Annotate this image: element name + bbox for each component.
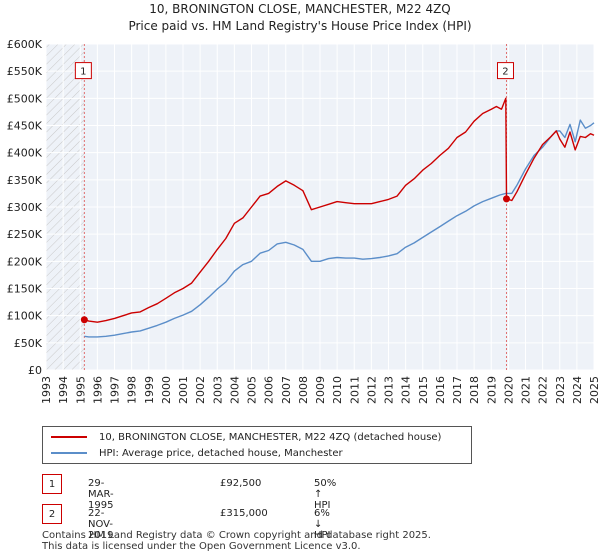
x-tick-label: 2007 (280, 376, 293, 404)
x-tick-label: 2009 (314, 376, 327, 404)
y-tick-label: £100K (7, 310, 43, 323)
y-tick-label: £150K (7, 283, 43, 296)
x-tick-label: 1999 (143, 376, 156, 404)
x-tick-label: 1997 (109, 376, 122, 404)
x-tick-label: 1995 (74, 376, 87, 404)
transaction-hpi-diff: 50% ↑ HPI (314, 478, 337, 511)
x-tick-label: 2000 (160, 376, 173, 404)
y-tick-label: £600K (7, 38, 43, 51)
x-tick-label: 2017 (451, 376, 464, 404)
x-tick-label: 2010 (331, 376, 344, 404)
transaction-date: 22-NOV-2019 (88, 508, 114, 541)
y-tick-label: £300K (7, 201, 43, 214)
transaction-hpi-diff: 6% ↓ HPI (314, 508, 331, 541)
y-tick-label: £350K (7, 174, 43, 187)
x-tick-label: 2023 (554, 376, 567, 404)
x-tick-label: 2024 (571, 376, 584, 404)
x-tick-label: 2016 (434, 376, 447, 404)
x-tick-label: 1998 (126, 376, 139, 404)
legend-label-hpi: HPI: Average price, detached house, Manc… (99, 447, 343, 459)
footer-license: This data is licensed under the Open Gov… (42, 541, 361, 552)
x-tick-label: 2008 (297, 376, 310, 404)
footer-copyright: Contains HM Land Registry data © Crown c… (42, 530, 431, 541)
transaction-badge: 1 (42, 474, 62, 494)
property-price-line (84, 97, 595, 323)
x-tick-label: 2012 (365, 376, 378, 404)
x-tick-label: 2003 (211, 376, 224, 404)
y-tick-label: £250K (7, 228, 43, 241)
sale-marker-box (496, 62, 514, 80)
x-tick-label: 2004 (228, 376, 241, 404)
x-tick-label: 2025 (588, 376, 600, 404)
x-tick-label: 2021 (520, 376, 533, 404)
legend-item-hpi: HPI: Average price, detached house, Manc… (51, 445, 343, 461)
sale-point (80, 316, 88, 324)
transaction-price: £315,000 (220, 508, 268, 519)
x-tick-label: 2005 (246, 376, 259, 404)
hpi-line (84, 119, 595, 338)
legend-item-property: 10, BRONINGTON CLOSE, MANCHESTER, M22 4Z… (51, 429, 441, 445)
footer: Contains HM Land Registry data © Crown c… (42, 530, 431, 552)
y-tick-label: £550K (7, 65, 43, 78)
transaction-price: £92,500 (220, 478, 262, 489)
y-tick-label: £400K (7, 147, 43, 160)
y-tick-label: £200K (7, 255, 43, 268)
x-tick-label: 2013 (383, 376, 396, 404)
chart-legend: 10, BRONINGTON CLOSE, MANCHESTER, M22 4Z… (42, 426, 472, 464)
y-tick-label: £50K (14, 337, 43, 350)
legend-swatch-hpi (51, 452, 87, 454)
x-tick-label: 1994 (57, 376, 70, 404)
y-tick-label: £0 (28, 364, 42, 377)
sale-marker-label: 2 (502, 67, 508, 78)
x-tick-label: 2019 (485, 376, 498, 404)
x-tick-label: 2002 (194, 376, 207, 404)
x-tick-label: 2001 (177, 376, 190, 404)
sale-point (502, 195, 510, 203)
x-tick-label: 2014 (400, 376, 413, 404)
x-tick-label: 2006 (263, 376, 276, 404)
y-tick-label: £450K (7, 120, 43, 133)
x-tick-label: 1996 (91, 376, 104, 404)
sale-marker-label: 1 (80, 67, 86, 78)
legend-label-property: 10, BRONINGTON CLOSE, MANCHESTER, M22 4Z… (99, 431, 442, 443)
x-tick-label: 2022 (537, 376, 550, 404)
chart-title-line2: Price paid vs. HM Land Registry's House … (128, 19, 472, 33)
x-tick-label: 1993 (40, 376, 53, 404)
chart-title-line1: 10, BRONINGTON CLOSE, MANCHESTER, M22 4Z… (149, 2, 451, 16)
y-tick-label: £500K (7, 92, 43, 105)
x-tick-label: 2018 (468, 376, 481, 404)
sale-marker-box (74, 62, 92, 80)
transaction-date: 29-MAR-1995 (88, 478, 114, 511)
x-tick-label: 2020 (502, 376, 515, 404)
transaction-badge: 2 (42, 504, 62, 524)
legend-swatch-property (51, 436, 87, 438)
x-tick-label: 2011 (348, 376, 361, 404)
price-chart: 1 2 £0 £50K £100K £150K £200K £250K £300K £350K £… (7, 38, 600, 404)
x-tick-label: 2015 (417, 376, 430, 404)
